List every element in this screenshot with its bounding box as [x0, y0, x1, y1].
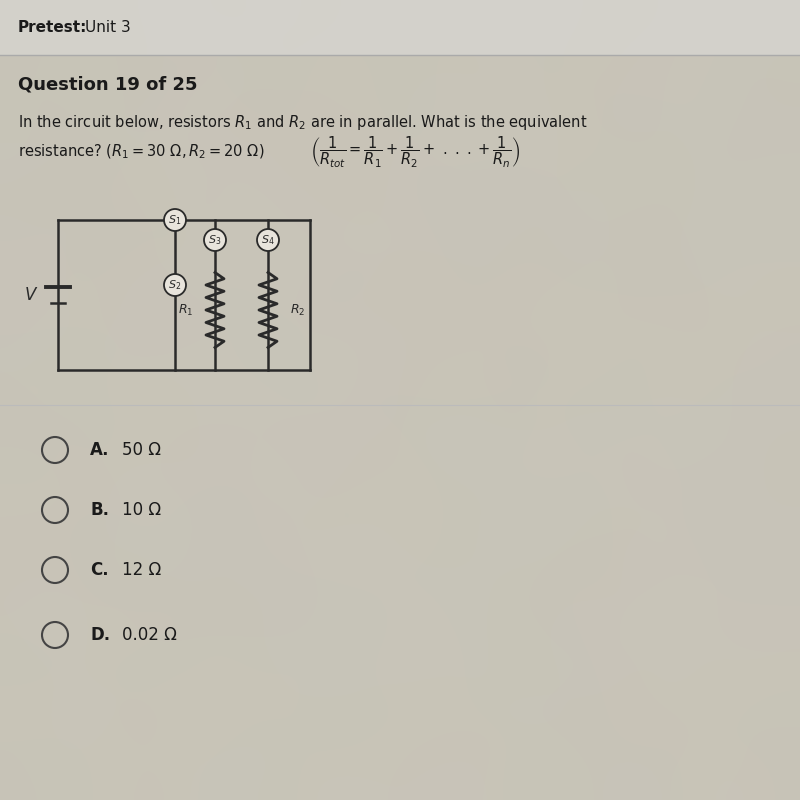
Text: 10 Ω: 10 Ω [122, 501, 161, 519]
Circle shape [164, 274, 186, 296]
Text: 0.02 Ω: 0.02 Ω [122, 626, 177, 644]
Text: $R_2$: $R_2$ [290, 302, 306, 318]
Text: A.: A. [90, 441, 110, 459]
Text: C.: C. [90, 561, 109, 579]
Text: V: V [24, 286, 36, 304]
Text: $S_4$: $S_4$ [261, 233, 275, 247]
Circle shape [257, 229, 279, 251]
Text: Pretest:: Pretest: [18, 21, 87, 35]
Bar [0, 0, 800, 55]
Text: 12 Ω: 12 Ω [122, 561, 162, 579]
Circle shape [204, 229, 226, 251]
Text: In the circuit below, resistors $R_1$ and $R_2$ are in parallel. What is the equ: In the circuit below, resistors $R_1$ an… [18, 113, 587, 131]
Text: $S_3$: $S_3$ [208, 233, 222, 247]
Text: $S_1$: $S_1$ [168, 213, 182, 227]
Text: D.: D. [90, 626, 110, 644]
Text: $R_1$: $R_1$ [178, 302, 193, 318]
Text: $S_2$: $S_2$ [168, 278, 182, 292]
Circle shape [164, 209, 186, 231]
Text: resistance? $(R_1 = 30\ \Omega, R_2 = 20\ \Omega)$: resistance? $(R_1 = 30\ \Omega, R_2 = 20… [18, 142, 265, 162]
Text: Unit 3: Unit 3 [85, 21, 130, 35]
Text: $\left(\dfrac{1}{R_{tot}} = \dfrac{1}{R_1} + \dfrac{1}{R_2} +\ .\ .\ .+\dfrac{1}: $\left(\dfrac{1}{R_{tot}} = \dfrac{1}{R_… [310, 134, 520, 170]
Text: B.: B. [90, 501, 109, 519]
Text: 50 Ω: 50 Ω [122, 441, 161, 459]
Text: Question 19 of 25: Question 19 of 25 [18, 76, 198, 94]
